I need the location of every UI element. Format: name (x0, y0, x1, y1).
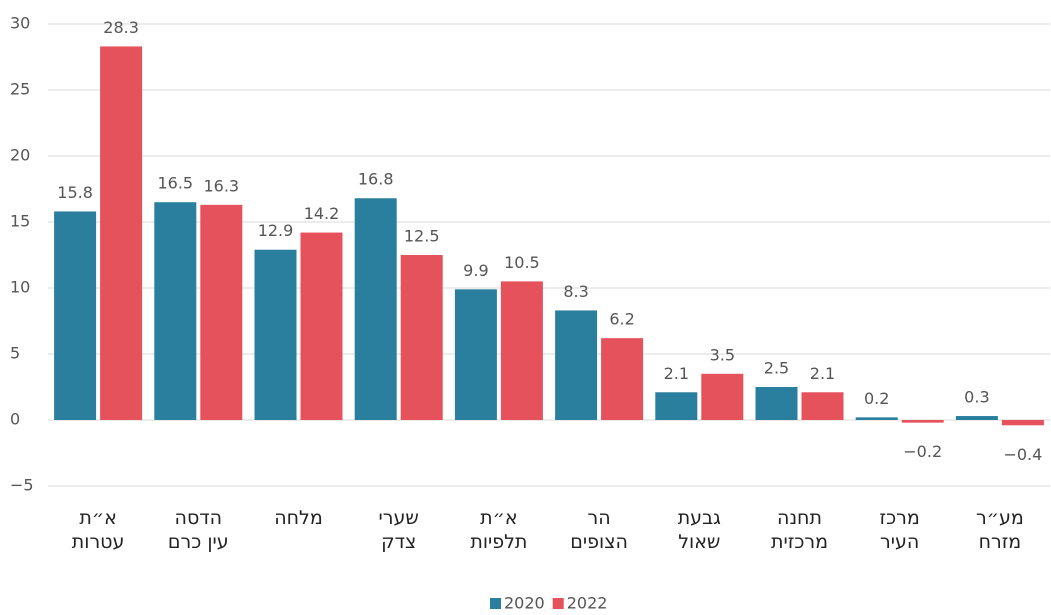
bar (354, 198, 397, 420)
y-tick-label: 0 (10, 410, 20, 429)
bar (901, 420, 944, 423)
data-label: 16.5 (157, 174, 193, 193)
bar (655, 392, 698, 420)
data-label: 12.5 (404, 227, 440, 246)
y-tick-label: −5 (10, 476, 34, 495)
x-tick-label: שערי צדק (378, 507, 419, 553)
data-label: 2.5 (764, 359, 789, 378)
bar (100, 46, 143, 420)
legend-label: 2020 (504, 594, 545, 613)
bar (755, 387, 798, 420)
data-label: 6.2 (609, 310, 634, 329)
bar (54, 211, 97, 420)
y-tick-label: 20 (10, 146, 30, 165)
bar (254, 249, 297, 420)
bar (154, 202, 197, 420)
x-tick-label: הר הצופים (570, 507, 628, 553)
data-label: 0.3 (964, 388, 989, 407)
x-tick-label: מלחה (274, 507, 323, 529)
bar (701, 373, 744, 420)
y-tick-label: 5 (10, 344, 20, 363)
y-tick-label: 10 (10, 278, 30, 297)
bar (454, 289, 497, 420)
x-tick-label: א״ת תלפיות (470, 507, 528, 553)
legend-swatch (490, 598, 501, 609)
x-tick-label: תחנה מרכזית (771, 507, 828, 553)
data-label: 16.8 (358, 170, 394, 189)
y-tick-label: 15 (10, 212, 30, 231)
bar (200, 204, 243, 420)
legend-label: 2022 (567, 594, 608, 613)
bar (801, 392, 844, 420)
bar (500, 281, 543, 420)
bar (300, 232, 343, 420)
bar (955, 416, 998, 420)
data-label: 16.3 (203, 176, 239, 195)
data-label: 8.3 (563, 282, 588, 301)
data-label: 2.1 (664, 364, 689, 383)
x-tick-label: א״ת עטרות (71, 507, 125, 553)
x-tick-label: מרכז העיר (879, 507, 920, 553)
data-label: 3.5 (710, 345, 735, 364)
data-label: −0.4 (1003, 445, 1042, 464)
data-label: 0.2 (864, 389, 889, 408)
legend-swatch (552, 598, 564, 609)
data-label: 10.5 (504, 253, 540, 272)
data-label: 12.9 (258, 221, 294, 240)
data-label: 15.8 (57, 183, 93, 202)
bar (855, 417, 898, 420)
bar (555, 310, 598, 420)
x-tick-label: גבעת שאול (677, 507, 721, 553)
data-label: 28.3 (103, 18, 139, 37)
bar (601, 338, 644, 420)
data-label: −0.2 (903, 442, 942, 461)
x-tick-label: הדסה עין כרם (167, 507, 229, 553)
x-tick-label: מע״ר מזרח (976, 507, 1024, 553)
data-label: 14.2 (304, 204, 340, 223)
data-label: 2.1 (810, 364, 835, 383)
bar (1001, 420, 1044, 426)
data-label: 9.9 (463, 261, 488, 280)
y-tick-label: 30 (10, 14, 30, 33)
bar (400, 255, 443, 420)
y-tick-label: 25 (10, 80, 30, 99)
